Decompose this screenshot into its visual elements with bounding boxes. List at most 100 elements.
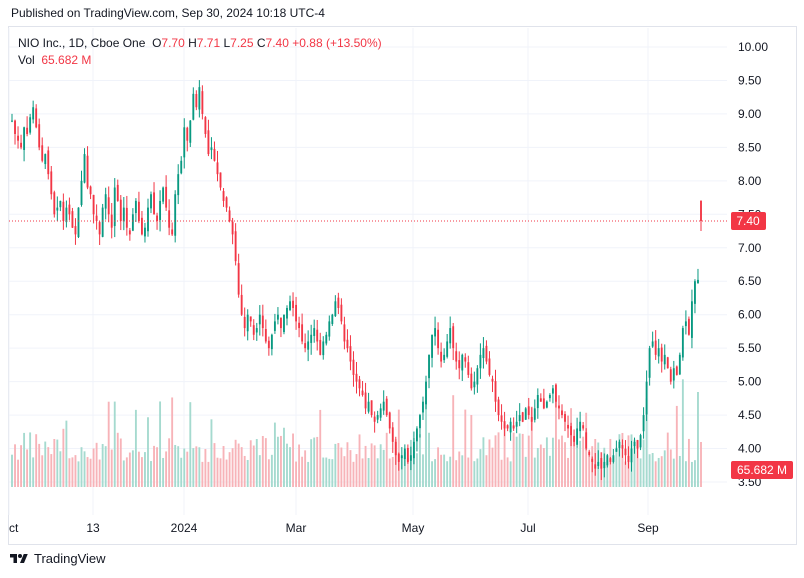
volume-bar xyxy=(222,446,225,487)
candle-body xyxy=(479,354,482,369)
volume-bar xyxy=(289,447,291,487)
volume-bar xyxy=(697,392,699,487)
candle-body xyxy=(585,432,588,449)
legend-low-label: L xyxy=(223,36,231,50)
candle-body xyxy=(59,200,62,208)
volume-bar xyxy=(509,461,512,487)
candle-body xyxy=(503,421,506,429)
last-price-badge xyxy=(731,212,766,230)
candle-body xyxy=(694,281,696,304)
volume-bar xyxy=(98,459,101,487)
volume-bar xyxy=(515,436,518,487)
candle-body xyxy=(41,145,44,161)
y-tick-label: 9.00 xyxy=(738,107,762,121)
volume-bar xyxy=(86,457,89,487)
volume-bar xyxy=(119,438,122,487)
candle-body xyxy=(615,448,618,452)
candle-body xyxy=(361,390,364,395)
volume-bar xyxy=(379,444,382,487)
volume-bar xyxy=(53,439,56,487)
candle-body xyxy=(376,415,379,420)
volume-bar xyxy=(198,447,201,487)
candle-body xyxy=(594,464,597,469)
candle-body xyxy=(397,453,400,462)
volume-bar xyxy=(204,449,207,487)
volume-bar xyxy=(488,439,491,487)
candle-body xyxy=(370,400,373,416)
volume-bar xyxy=(419,434,421,487)
volume-bar xyxy=(506,457,509,487)
candle-body xyxy=(485,345,488,362)
volume-bar xyxy=(32,457,35,487)
volume-bar xyxy=(437,447,440,487)
volume-bar xyxy=(17,459,19,487)
volume-bar xyxy=(633,439,636,487)
candle-body xyxy=(355,373,358,382)
candle-body xyxy=(461,354,464,371)
volume-bar xyxy=(264,438,267,487)
volume-bar xyxy=(267,459,270,487)
volume-bar xyxy=(648,454,651,487)
candle-body xyxy=(576,428,579,445)
x-tick-label: Mar xyxy=(286,521,307,535)
volume-bar xyxy=(137,451,140,487)
candle-body xyxy=(403,448,406,460)
y-tick-label: 4.50 xyxy=(738,408,762,422)
candle-body xyxy=(50,171,53,195)
candle-body xyxy=(591,458,594,462)
candle-body xyxy=(539,398,542,402)
volume-bar xyxy=(83,451,86,487)
candle-body xyxy=(654,340,657,355)
volume-bar xyxy=(491,447,494,487)
candle-body xyxy=(458,360,461,369)
candle-body xyxy=(630,448,633,463)
tradingview-logo-icon xyxy=(10,553,28,563)
volume-bar xyxy=(252,445,255,487)
y-tick-label: 5.00 xyxy=(738,375,762,389)
legend-volume-row: Vol 65.682 M xyxy=(18,52,382,69)
volume-bar xyxy=(292,433,294,487)
candle-body xyxy=(213,148,216,161)
candle-body xyxy=(515,421,518,427)
candle-body xyxy=(449,328,452,344)
candle-body xyxy=(267,340,270,349)
volume-bar xyxy=(561,435,563,487)
candle-body xyxy=(280,317,282,329)
volume-bar xyxy=(255,439,258,487)
candle-body xyxy=(567,424,569,429)
candle-body xyxy=(180,160,183,174)
volume-bar xyxy=(74,455,77,487)
candle-body xyxy=(313,328,316,337)
tradingview-brand[interactable]: TradingView xyxy=(9,551,106,566)
volume-bar xyxy=(476,458,479,487)
volume-bar xyxy=(144,452,146,487)
candle-body xyxy=(119,199,122,221)
candle-body xyxy=(422,401,424,413)
candle-body xyxy=(189,120,192,143)
candle-body xyxy=(307,341,310,350)
candle-body xyxy=(68,204,71,215)
y-tick-label: 7.00 xyxy=(738,241,762,255)
candle-body xyxy=(521,412,524,422)
volume-bar xyxy=(370,443,373,487)
legend-high-label: H xyxy=(188,36,197,50)
candle-body xyxy=(273,321,276,331)
candle-body xyxy=(690,301,693,338)
volume-bar xyxy=(349,450,352,487)
candle-body xyxy=(195,93,198,108)
candle-body xyxy=(473,381,476,388)
volume-bar xyxy=(555,396,557,487)
volume-bar xyxy=(470,415,473,487)
volume-bar xyxy=(542,448,545,487)
volume-bar xyxy=(295,461,297,487)
candle-body xyxy=(352,359,355,375)
candle-body xyxy=(548,395,551,399)
candle-body xyxy=(240,294,243,315)
volume-bar xyxy=(461,455,464,487)
volume-bar xyxy=(171,397,174,487)
candle-body xyxy=(488,358,491,375)
volume-bar xyxy=(128,452,131,487)
volume-bar xyxy=(116,432,119,487)
volume-bar xyxy=(153,445,155,487)
